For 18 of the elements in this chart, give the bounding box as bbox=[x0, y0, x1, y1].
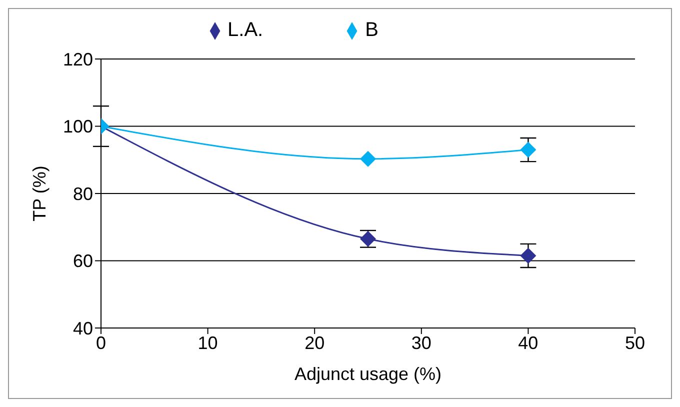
legend-label: B bbox=[365, 19, 378, 41]
y-tick-label: 60 bbox=[72, 251, 93, 272]
point bbox=[360, 150, 376, 167]
x-tick-label: 50 bbox=[624, 332, 646, 353]
x-tick-label: 0 bbox=[96, 332, 106, 353]
x-tick-label: 10 bbox=[198, 332, 218, 353]
point bbox=[520, 142, 536, 158]
x-tick-label: 30 bbox=[411, 332, 432, 353]
legend-label: L.A. bbox=[228, 19, 264, 41]
y-tick-label: 40 bbox=[72, 318, 93, 338]
y-tick-label: 120 bbox=[62, 49, 93, 70]
x-tick-label: 20 bbox=[304, 332, 325, 353]
y-axis-title: TP (%) bbox=[29, 166, 50, 222]
y-tick-label: 100 bbox=[62, 116, 93, 137]
x-tick-label: 40 bbox=[518, 332, 538, 353]
point bbox=[520, 248, 536, 264]
x-axis-title: Adjunct usage (%) bbox=[294, 364, 442, 384]
y-tick-label: 80 bbox=[72, 184, 93, 204]
